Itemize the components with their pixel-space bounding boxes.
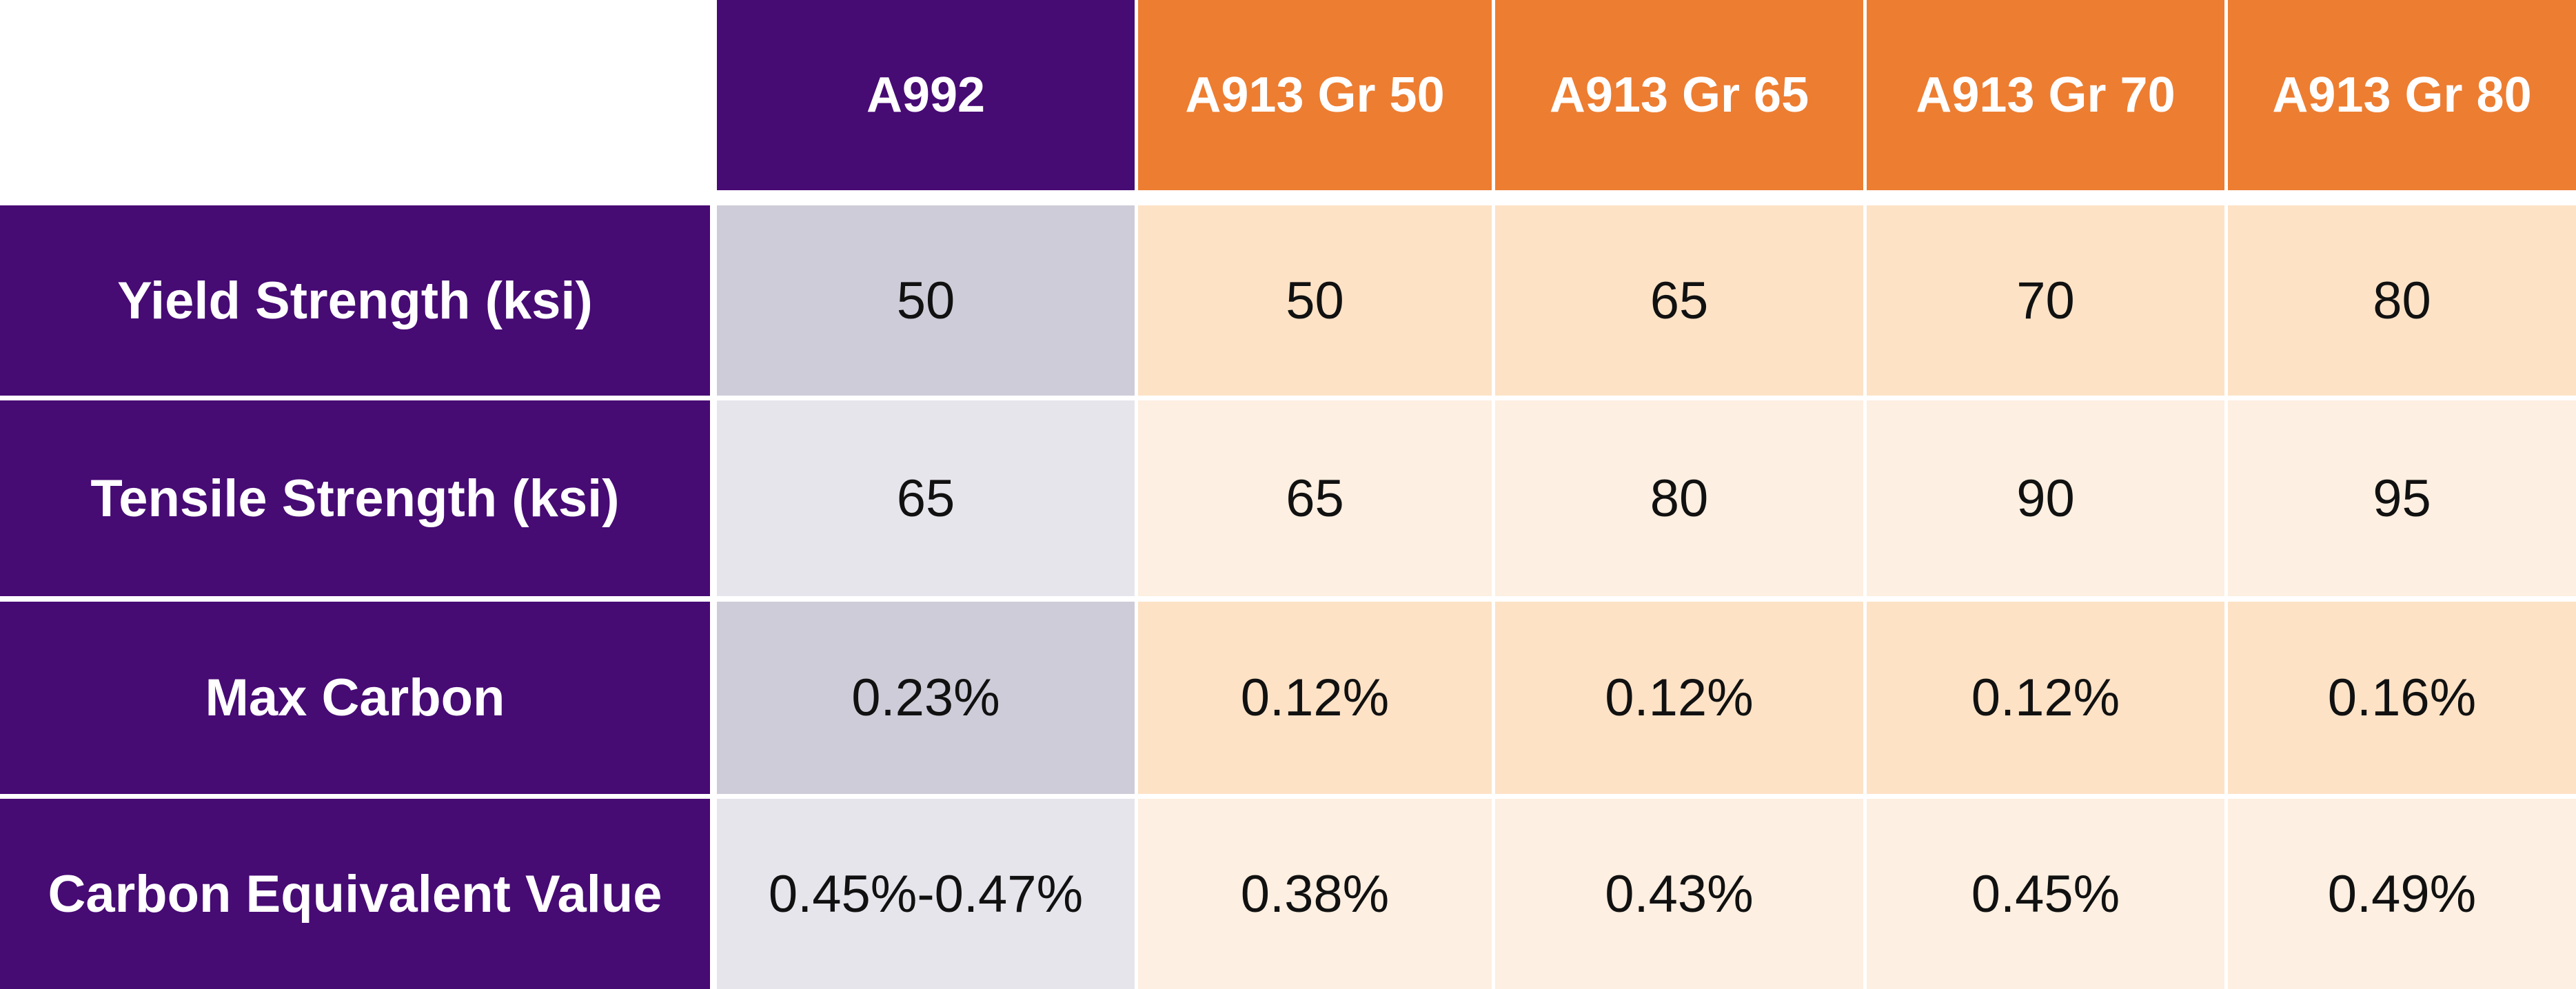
cell-tensile-a913-gr65: 80 [1495,400,1863,596]
column-header-a913-gr80: A913 Gr 80 [2228,0,2576,190]
cell-yield-a992: 50 [717,205,1135,396]
row-header-max-carbon: Max Carbon [0,602,710,794]
column-header-a913-gr50: A913 Gr 50 [1138,0,1492,190]
cell-carbon-a913-gr70: 0.12% [1867,602,2224,794]
cell-cev-a913-gr80: 0.49% [2228,799,2576,989]
cell-cev-a913-gr65: 0.43% [1495,799,1863,989]
cell-tensile-a992: 65 [717,400,1135,596]
cell-yield-a913-gr80: 80 [2228,205,2576,396]
cell-cev-a992: 0.45%-0.47% [717,799,1135,989]
row-header-yield-strength: Yield Strength (ksi) [0,205,710,396]
column-header-a913-gr70: A913 Gr 70 [1867,0,2224,190]
cell-cev-a913-gr50: 0.38% [1138,799,1492,989]
cell-carbon-a913-gr65: 0.12% [1495,602,1863,794]
cell-yield-a913-gr65: 65 [1495,205,1863,396]
cell-tensile-a913-gr80: 95 [2228,400,2576,596]
cell-yield-a913-gr50: 50 [1138,205,1492,396]
column-header-a913-gr65: A913 Gr 65 [1495,0,1863,190]
row-header-carbon-equivalent: Carbon Equivalent Value [0,799,710,989]
column-header-a992: A992 [717,0,1135,190]
corner-cell [0,0,717,190]
cell-tensile-a913-gr50: 65 [1138,400,1492,596]
cell-tensile-a913-gr70: 90 [1867,400,2224,596]
cell-carbon-a913-gr80: 0.16% [2228,602,2576,794]
row-header-tensile-strength: Tensile Strength (ksi) [0,400,710,596]
cell-cev-a913-gr70: 0.45% [1867,799,2224,989]
cell-carbon-a913-gr50: 0.12% [1138,602,1492,794]
cell-carbon-a992: 0.23% [717,602,1135,794]
cell-yield-a913-gr70: 70 [1867,205,2224,396]
